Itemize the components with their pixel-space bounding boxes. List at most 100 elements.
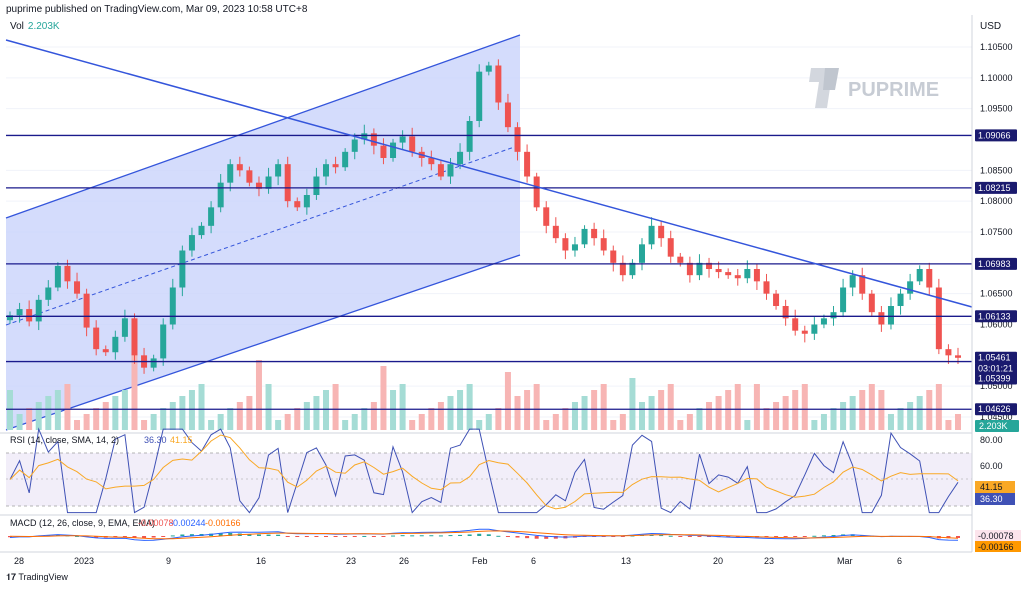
macd-hist-bar <box>371 536 376 537</box>
volume-label: Vol <box>10 21 24 32</box>
price-tick-label: 1.08000 <box>980 196 1013 206</box>
tradingview-footer[interactable]: 𝟏𝟕 TradingView <box>6 572 68 583</box>
volume-bar <box>16 414 23 430</box>
candle-body <box>399 136 406 143</box>
macd-value2: -0.00244 <box>170 518 206 528</box>
candle-body <box>102 349 109 353</box>
volume-bar <box>715 396 722 430</box>
volume-legend: Vol 2.203K <box>10 21 60 32</box>
candle-body <box>955 355 961 358</box>
rsi-ma-line <box>9 434 959 510</box>
volume-bar <box>629 378 636 430</box>
volume-bar <box>945 420 952 430</box>
rsi-line <box>9 427 959 514</box>
macd-hist-bar <box>783 536 788 538</box>
macd-hist-bar <box>55 534 60 536</box>
macd-hist-bar <box>831 535 836 537</box>
volume-bar <box>54 390 61 430</box>
volume-bar <box>160 408 167 430</box>
candle-body <box>294 201 301 208</box>
volume-bar <box>792 390 799 430</box>
price-tag-bg <box>975 351 1017 364</box>
candle-body <box>725 272 732 276</box>
macd-hist-bar <box>448 535 453 537</box>
macd-hist-bar <box>486 534 491 536</box>
volume-bar <box>294 408 301 430</box>
candle-body <box>16 309 23 316</box>
volume-bar <box>141 420 148 430</box>
volume-bar <box>466 384 473 430</box>
volume-bar <box>351 414 358 430</box>
macd-hist-bar <box>285 536 290 537</box>
time-axis[interactable]: 28 2023 9 16 23 26 Feb 6 13 20 23 Mar 6 <box>14 556 902 566</box>
volume-bar <box>878 390 885 430</box>
candle-body <box>179 250 186 288</box>
volume-bar <box>495 408 502 430</box>
candle-body <box>169 287 176 325</box>
volume-bar <box>677 420 684 430</box>
volume-bar <box>504 372 511 430</box>
candle-body <box>255 182 262 189</box>
candle-body <box>476 71 483 121</box>
macd-hist-bar <box>189 534 194 536</box>
volume-bar <box>543 420 550 430</box>
candle-body <box>447 164 454 177</box>
time-tick-label: 6 <box>897 556 902 566</box>
volume-bar <box>284 414 291 430</box>
candle-body <box>543 207 550 226</box>
volume-bar <box>428 408 435 430</box>
candle-body <box>840 287 847 313</box>
macd-hist-bar <box>515 536 520 538</box>
macd-hist-bar <box>534 536 539 539</box>
candle-body <box>562 238 569 251</box>
volume-bar <box>926 390 933 430</box>
candle-body <box>495 65 502 103</box>
candle-body <box>313 176 320 195</box>
macd-hist-bar <box>276 534 281 536</box>
volume-bar <box>897 408 904 430</box>
volume-bar <box>591 390 598 430</box>
candle-body <box>524 151 531 177</box>
brand-text: PUPRIME <box>848 79 939 101</box>
candle-body <box>45 287 52 300</box>
volume-bar <box>198 384 205 430</box>
volume-bar <box>907 402 914 430</box>
candle-body <box>361 133 368 140</box>
rsi-value2: 41.15 <box>170 435 193 445</box>
volume-bar <box>485 414 492 430</box>
downtrend-line[interactable] <box>5 39 973 308</box>
rsi-tick-60: 60.00 <box>980 461 1003 471</box>
macd-hist-bar <box>410 535 415 537</box>
candle-body <box>571 244 578 251</box>
volume-bar <box>476 420 483 430</box>
candle-body <box>217 182 224 208</box>
volume-bar <box>811 420 818 430</box>
macd-hist-bar <box>668 535 673 537</box>
candle-body <box>370 133 377 146</box>
candle-body <box>265 176 272 189</box>
candle-body <box>907 281 914 294</box>
candle-body <box>926 269 933 288</box>
price-tag-bg <box>975 181 1017 194</box>
volume-bar <box>131 354 138 430</box>
macd-hist-bar <box>496 535 501 537</box>
time-tick-label: 16 <box>256 556 266 566</box>
candle-body <box>935 287 942 350</box>
candle-body <box>208 207 215 226</box>
horizontal-levels[interactable] <box>6 134 972 410</box>
candle-body <box>753 269 760 282</box>
candle-body <box>54 265 61 288</box>
volume-bar <box>696 408 703 430</box>
candle-body <box>600 238 607 251</box>
candle-body <box>26 309 33 322</box>
price-tag-bg <box>975 362 1017 375</box>
candle-body <box>160 324 167 359</box>
macd-hist-bar <box>553 536 558 539</box>
macd-hist-bar <box>381 536 386 537</box>
price-axis[interactable]: 1.10500 1.10000 1.09500 1.08500 1.08000 1.075… <box>980 42 1013 422</box>
volume-bar <box>619 414 626 430</box>
price-tick-label: 1.04500 <box>980 412 1013 422</box>
macd-hist-bar <box>333 536 338 537</box>
volume-bar <box>763 408 770 430</box>
